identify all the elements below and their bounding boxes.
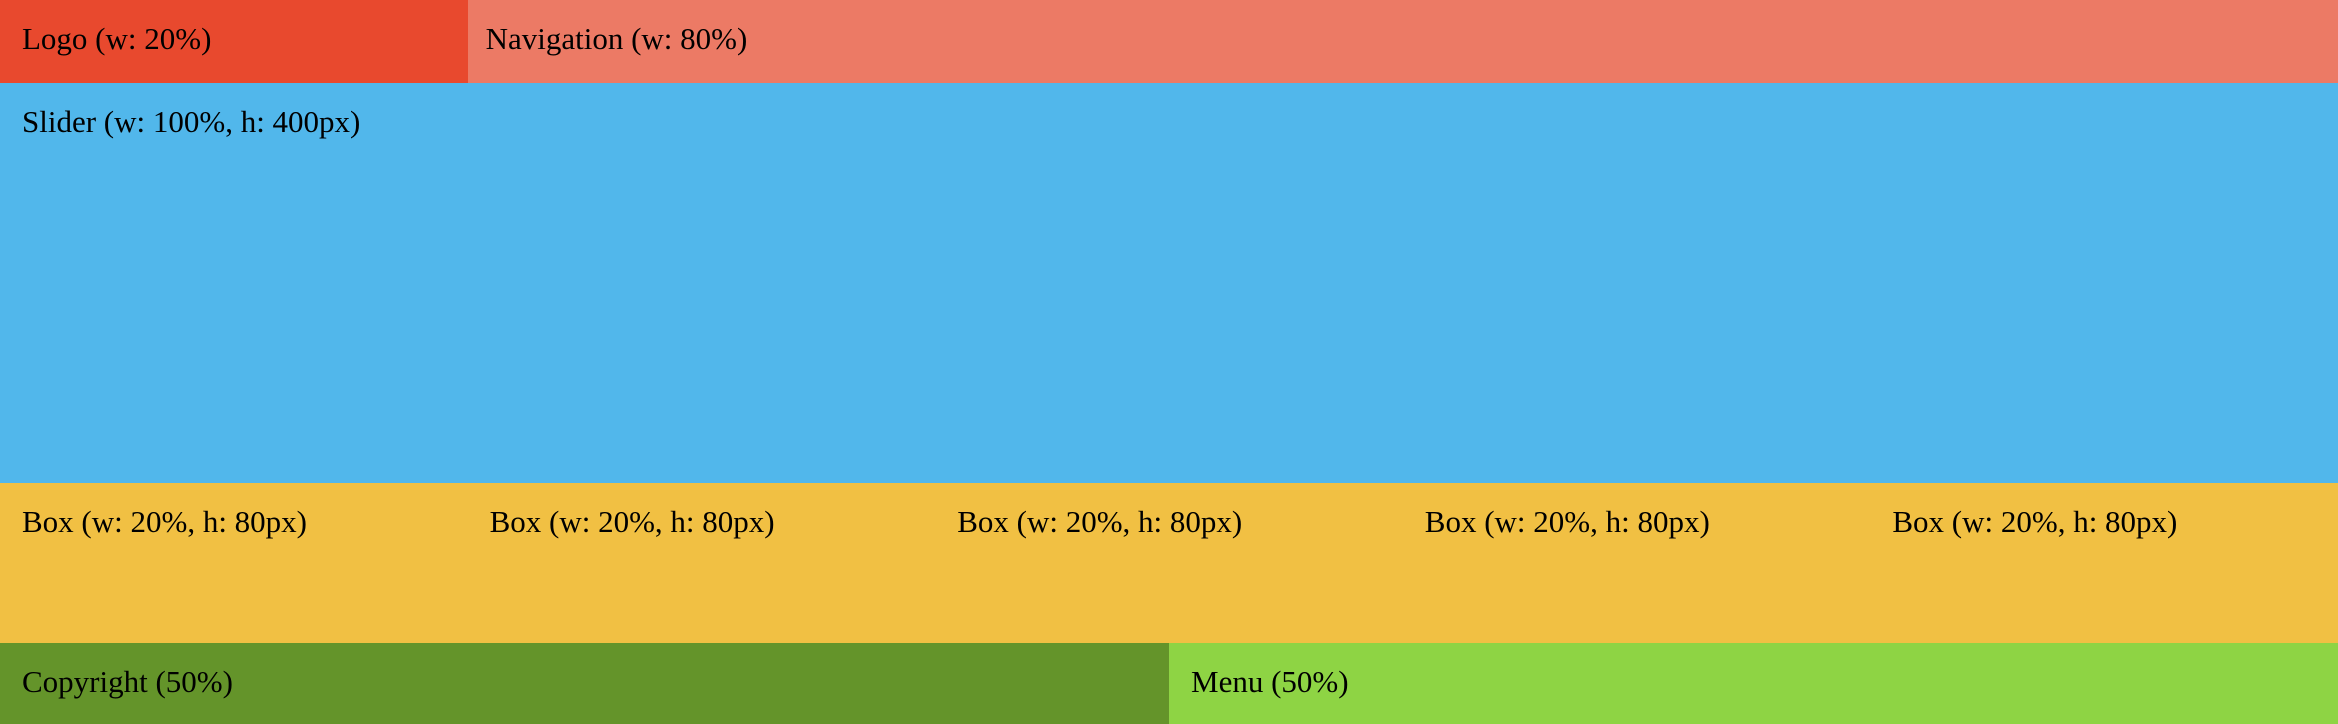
navigation-block: Navigation (w: 80%) [467,0,2338,83]
footer-row: Copyright (50%) Menu (50%) [0,643,2338,724]
box-3: Box (w: 20%, h: 80px) [935,483,1403,643]
slider-label: Slider (w: 100%, h: 400px) [22,104,361,139]
box-label: Box (w: 20%, h: 80px) [1892,504,2178,539]
boxes-row: Box (w: 20%, h: 80px) Box (w: 20%, h: 80… [0,483,2338,643]
copyright-label: Copyright (50%) [22,664,233,699]
logo-label: Logo (w: 20%) [22,21,212,56]
slider-row: Slider (w: 100%, h: 400px) [0,83,2338,483]
box-5: Box (w: 20%, h: 80px) [1870,483,2338,643]
navigation-label: Navigation (w: 80%) [485,21,748,56]
box-label: Box (w: 20%, h: 80px) [1424,504,1710,539]
box-1: Box (w: 20%, h: 80px) [0,483,468,643]
slider-block: Slider (w: 100%, h: 400px) [0,83,2338,483]
menu-label: Menu (50%) [1191,664,1349,699]
box-4: Box (w: 20%, h: 80px) [1402,483,1871,643]
box-label: Box (w: 20%, h: 80px) [22,504,308,539]
box-label: Box (w: 20%, h: 80px) [957,504,1243,539]
copyright-block: Copyright (50%) [0,643,1169,724]
menu-block: Menu (50%) [1169,643,2338,724]
box-label: Box (w: 20%, h: 80px) [489,504,775,539]
box-2: Box (w: 20%, h: 80px) [467,483,936,643]
logo-block: Logo (w: 20%) [0,0,468,83]
header-row: Logo (w: 20%) Navigation (w: 80%) [0,0,2338,83]
